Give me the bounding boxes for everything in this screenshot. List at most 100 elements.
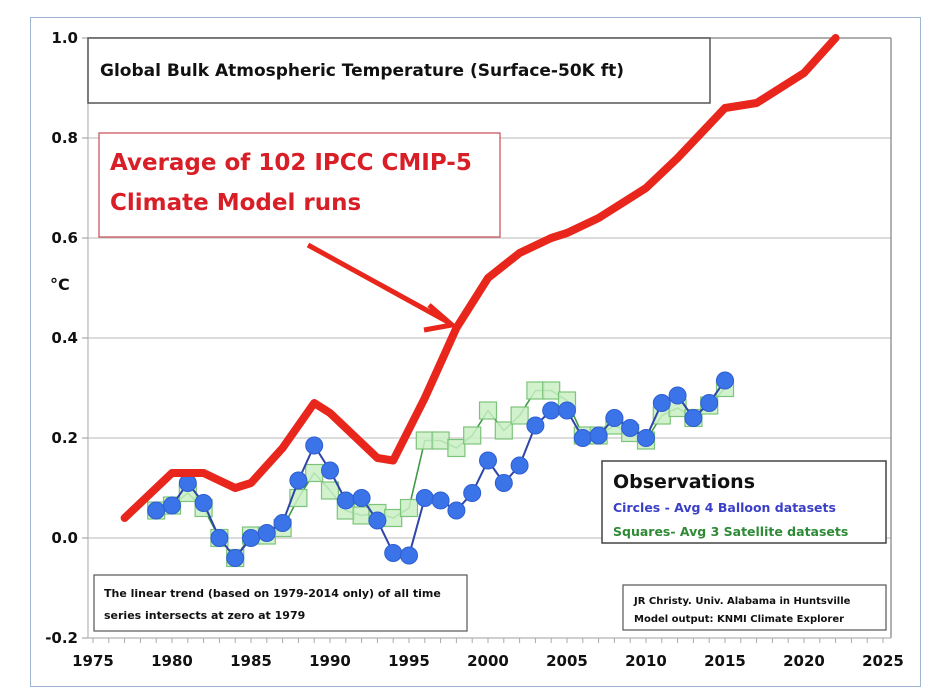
balloon-circle-point <box>573 429 592 447</box>
x-tick-label: 1990 <box>309 652 351 670</box>
x-tick-label: 1975 <box>72 652 114 670</box>
balloon-circle-point <box>384 544 403 562</box>
x-tick-label: 2025 <box>862 652 904 670</box>
x-tick-label: 2000 <box>467 652 509 670</box>
balloon-circle-point <box>352 489 371 507</box>
balloon-circle-point <box>494 474 513 492</box>
trend-note-box: The linear trend (based on 1979-2014 onl… <box>93 574 468 632</box>
satellite-square-point <box>510 406 529 425</box>
legend-box: Observations Circles - Avg 4 Balloon dat… <box>601 460 887 544</box>
credit-border <box>622 584 887 631</box>
model-label-border <box>98 132 501 238</box>
arrow-head-icon <box>423 303 458 333</box>
satellite-square-point <box>447 438 466 458</box>
balloon-circle-point <box>305 436 324 455</box>
satellite-square-point <box>431 431 450 450</box>
model-average-line <box>120 34 840 522</box>
trend-note-border <box>93 574 468 632</box>
satellite-square-point <box>399 498 419 518</box>
grid <box>88 37 891 639</box>
legend-border <box>601 460 887 544</box>
balloon-circle-point <box>668 386 687 405</box>
balloon-circle-point <box>542 401 561 420</box>
satellite-square-point <box>463 426 482 445</box>
balloon-circle-point <box>637 429 655 447</box>
x-tick-label: 1980 <box>151 652 193 670</box>
y-tick-label: 1.0 <box>51 29 78 47</box>
trend-note-line1: The linear trend (based on 1979-2014 onl… <box>104 587 441 600</box>
balloon-circle-point <box>273 514 292 532</box>
balloon-circle-point <box>242 529 260 547</box>
legend-circles-label: Circles - Avg 4 Balloon datasets <box>613 500 836 515</box>
balloon-circle-point <box>479 451 497 470</box>
balloon-circle-point <box>226 549 245 567</box>
balloon-circle-point <box>526 416 545 435</box>
chart-title: Global Bulk Atmospheric Temperature (Sur… <box>100 61 624 81</box>
balloon-circle-point <box>510 456 529 475</box>
model-label-box: Average of 102 IPCC CMIP-5 Climate Model… <box>98 132 501 238</box>
balloon-circle-point <box>336 491 355 510</box>
x-tick-label: 1985 <box>230 652 272 670</box>
y-tick-label: 0.0 <box>51 529 78 547</box>
y-tick-label: 0.2 <box>51 429 78 447</box>
balloon-circle-point <box>605 409 624 427</box>
x-tick-label: 2010 <box>625 652 667 670</box>
satellite-square-point <box>305 463 324 483</box>
satellite-square-point <box>526 381 545 400</box>
series-balloon-circles <box>147 371 734 567</box>
balloon-circle-point <box>447 501 466 520</box>
satellite-square-point <box>415 431 434 450</box>
x-axis-ticks: 1975 1980 1985 1990 1995 2000 2005 2010 2015 2020… <box>72 638 904 670</box>
y-axis-ticks: 1.0 0.8 0.6 0.4 0.2 0.0 -0.2 <box>45 29 88 647</box>
balloon-circle-point <box>589 426 608 445</box>
satellite-square-point <box>384 508 403 528</box>
balloon-circle-point <box>558 401 576 420</box>
legend-squares-label: Squares- Avg 3 Satellite datasets <box>613 524 848 539</box>
x-tick-label: 1995 <box>388 652 430 670</box>
y-tick-label: 0.6 <box>51 229 78 247</box>
satellite-square-point <box>542 381 561 400</box>
x-tick-label: 2005 <box>546 652 588 670</box>
balloon-circle-point <box>700 394 719 412</box>
trend-note-line2: series intersects at zero at 1979 <box>104 609 305 622</box>
satellite-square-point <box>352 506 371 525</box>
balloon-circle-point <box>178 474 197 492</box>
title-box-border <box>87 37 711 104</box>
balloon-circle-point <box>163 496 181 515</box>
balloon-circle-point <box>463 484 482 502</box>
balloon-circle-point <box>400 546 418 565</box>
credit-line1: JR Christy. Univ. Alabama in Huntsville <box>633 596 851 607</box>
arrow-shaft <box>306 242 450 325</box>
balloon-circle-point <box>621 419 640 437</box>
balloon-circle-point <box>289 471 308 490</box>
balloon-circle-point <box>194 494 213 512</box>
balloon-circle-point <box>684 409 703 427</box>
model-arrow <box>306 242 458 333</box>
y-tick-label: 0.4 <box>51 329 78 347</box>
y-axis-unit-label: °C <box>50 275 70 294</box>
credit-box: JR Christy. Univ. Alabama in Huntsville … <box>622 584 887 631</box>
credit-line2: Model output: KNMI Climate Explorer <box>634 614 844 625</box>
balloon-circle-point <box>321 461 339 480</box>
y-tick-label: -0.2 <box>45 629 78 647</box>
series-model-average <box>120 34 840 522</box>
satellite-square-point <box>494 421 513 440</box>
model-label-line2: Climate Model runs <box>110 190 361 216</box>
balloon-circle-point <box>716 371 734 390</box>
balloon-circle-point <box>431 491 450 510</box>
balloon-circle-point <box>415 489 434 507</box>
balloon-circle-point <box>257 524 276 542</box>
balloon-circle-point <box>652 394 671 412</box>
balloon-circle-point <box>210 529 229 547</box>
x-tick-label: 2020 <box>783 652 825 670</box>
title-box: Global Bulk Atmospheric Temperature (Sur… <box>87 37 711 104</box>
satellite-square-point <box>320 481 340 500</box>
x-tick-label: 2015 <box>704 652 746 670</box>
legend-title: Observations <box>613 471 755 493</box>
y-tick-label: 0.8 <box>51 129 78 147</box>
satellite-square-point <box>478 401 498 420</box>
balloon-circle-point <box>147 501 166 520</box>
model-label-line1: Average of 102 IPCC CMIP-5 <box>110 150 472 176</box>
balloon-circle-point <box>368 511 387 530</box>
